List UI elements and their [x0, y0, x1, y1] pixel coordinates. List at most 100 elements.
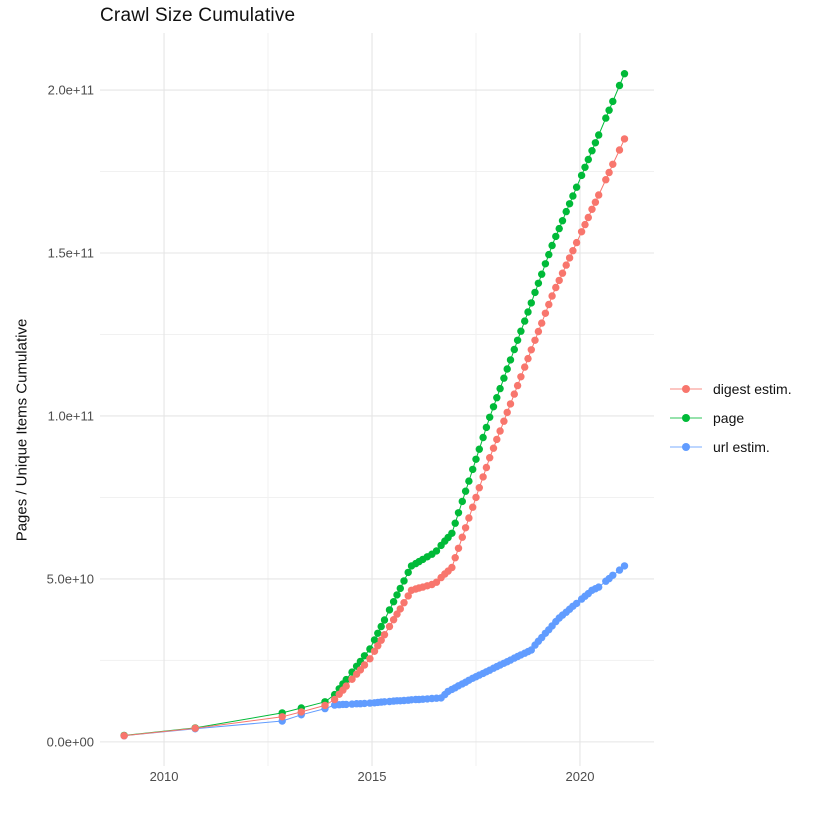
- data-point-page: [541, 260, 550, 268]
- data-point-digest-estim: [541, 309, 550, 317]
- data-point-digest-estim: [377, 636, 385, 644]
- data-point-digest-estim: [465, 514, 473, 522]
- data-point-page: [396, 584, 404, 593]
- data-point-page: [534, 279, 543, 287]
- data-point-page: [370, 636, 379, 644]
- data-point-page: [569, 192, 577, 200]
- data-point-digest-estim: [609, 160, 617, 168]
- data-point-digest-estim: [380, 631, 389, 639]
- data-point-page: [552, 232, 560, 241]
- data-point-digest-estim: [577, 228, 586, 236]
- series-line-page: [124, 73, 625, 736]
- legend-label-page: page: [713, 410, 745, 426]
- data-point-page: [620, 70, 629, 78]
- data-point-digest-estim: [278, 713, 286, 721]
- data-point-url-estim: [620, 562, 629, 570]
- data-point-page: [565, 200, 574, 208]
- data-point-digest-estim: [595, 191, 603, 199]
- data-point-page: [496, 384, 504, 393]
- data-point-page: [538, 270, 546, 278]
- legend-key-url-estim: [670, 443, 702, 451]
- data-point-digest-estim: [404, 592, 412, 600]
- x-tick-label: 2015: [358, 769, 387, 784]
- data-point-page: [461, 487, 470, 495]
- data-point-page: [458, 497, 466, 506]
- data-point-page: [548, 241, 556, 250]
- data-point-digest-estim: [527, 346, 535, 354]
- data-point-page: [385, 606, 394, 614]
- data-point-page: [389, 598, 398, 606]
- data-point-page: [605, 106, 613, 114]
- data-point-digest-estim: [448, 563, 456, 572]
- data-point-digest-estim: [569, 247, 577, 255]
- data-point-page: [577, 171, 586, 180]
- data-point-page: [374, 629, 382, 637]
- data-point-page: [377, 622, 385, 631]
- data-point-digest-estim: [482, 463, 491, 472]
- data-point-digest-estim: [360, 661, 369, 669]
- data-point-digest-estim: [120, 732, 128, 740]
- data-point-page: [448, 529, 456, 537]
- data-point-digest-estim: [348, 675, 356, 683]
- legend-item-url-estim: url estim.: [668, 438, 792, 456]
- data-point-page: [506, 356, 515, 364]
- data-point-digest-estim: [565, 254, 574, 262]
- series-points-url-estim: [120, 562, 629, 740]
- data-point-digest-estim: [555, 276, 563, 285]
- data-point-digest-estim: [454, 544, 463, 552]
- data-point-digest-estim: [602, 176, 610, 184]
- data-point-digest-estim: [297, 708, 305, 716]
- data-point-digest-estim: [461, 524, 470, 532]
- data-point-digest-estim: [432, 578, 441, 586]
- data-point-page: [342, 675, 350, 684]
- data-point-digest-estim: [552, 283, 560, 292]
- data-point-page: [588, 147, 596, 155]
- data-point-digest-estim: [517, 373, 525, 381]
- data-point-page: [503, 365, 511, 373]
- data-point-digest-estim: [191, 724, 199, 732]
- data-point-page: [482, 423, 491, 432]
- legend-label-digest-estim: digest estim.: [713, 381, 792, 397]
- data-point-page: [521, 317, 529, 325]
- data-point-digest-estim: [342, 682, 350, 690]
- data-point-digest-estim: [531, 336, 539, 344]
- data-point-digest-estim: [496, 427, 504, 435]
- data-point-url-estim: [595, 583, 603, 591]
- legend-key-digest-estim: [670, 385, 702, 393]
- x-tick-label: 2020: [566, 769, 595, 784]
- data-point-page: [486, 413, 494, 421]
- data-point-page: [545, 250, 553, 259]
- data-point-page: [524, 308, 532, 316]
- legend: digest estim. page url estim.: [668, 380, 792, 456]
- y-tick-label: 1.0e+11: [48, 408, 94, 423]
- data-point-digest-estim: [469, 503, 477, 511]
- data-point-page: [527, 299, 535, 307]
- data-point-page: [500, 374, 508, 382]
- data-point-url-estim: [360, 699, 369, 708]
- data-point-digest-estim: [620, 135, 629, 143]
- data-point-digest-estim: [321, 701, 329, 710]
- data-point-url-estim: [572, 599, 581, 608]
- data-point-digest-estim: [615, 146, 624, 154]
- data-point-page: [595, 131, 603, 139]
- data-point-page: [531, 288, 539, 297]
- data-point-digest-estim: [521, 363, 529, 371]
- data-point-page: [555, 224, 563, 233]
- data-point-digest-estim: [472, 493, 480, 502]
- data-point-page: [513, 336, 522, 344]
- data-point-digest-estim: [500, 417, 508, 425]
- data-point-page: [517, 327, 525, 335]
- legend-dot-page: [682, 414, 690, 422]
- data-point-page: [400, 577, 408, 585]
- legend-item-page: page: [668, 409, 792, 427]
- data-point-url-estim: [342, 700, 350, 709]
- legend-item-digest-estim: digest estim.: [668, 380, 792, 398]
- data-point-digest-estim: [581, 220, 589, 229]
- chart-title: Crawl Size Cumulative: [100, 5, 296, 26]
- data-point-digest-estim: [506, 400, 515, 408]
- data-point-digest-estim: [370, 647, 379, 655]
- data-point-page: [489, 403, 498, 411]
- data-point-page: [591, 139, 600, 147]
- data-point-digest-estim: [366, 655, 374, 663]
